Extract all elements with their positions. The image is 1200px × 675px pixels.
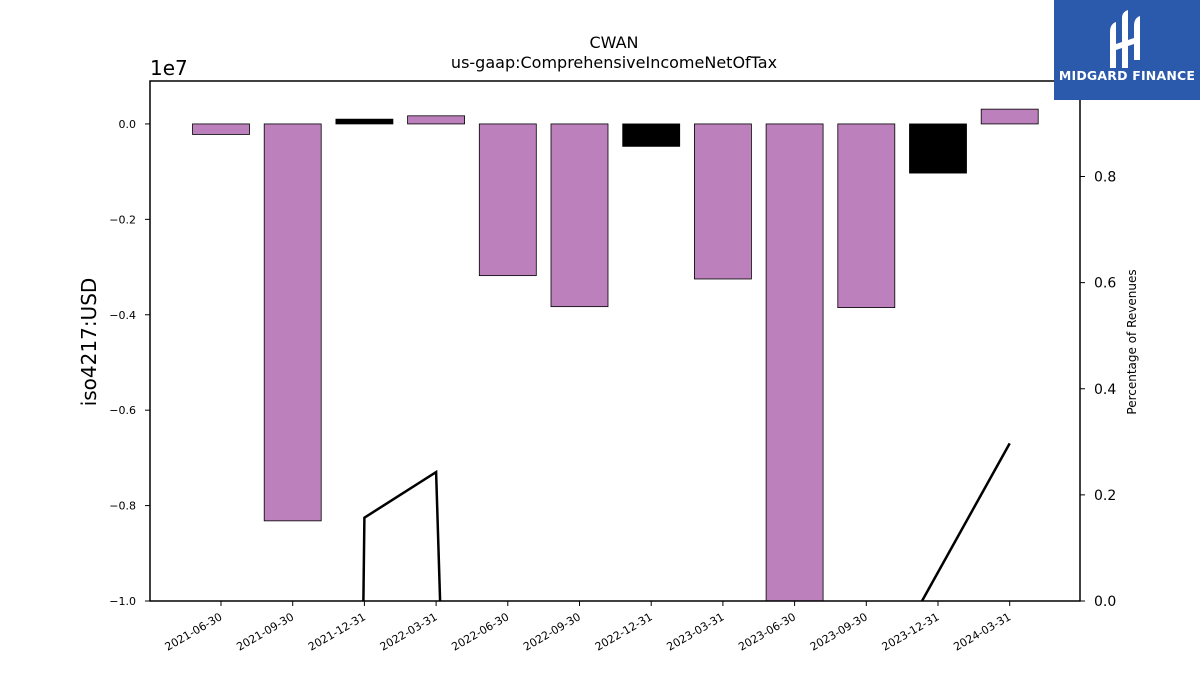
plot-frame xyxy=(149,80,1081,602)
x-tick-label: 2022-06-30 xyxy=(449,610,511,653)
bar-2023-06-30 xyxy=(765,123,824,602)
x-tick-label: 2023-03-31 xyxy=(665,610,727,653)
bar-2024-03-31 xyxy=(980,108,1039,125)
y2-tick-label: 0.4 xyxy=(1094,382,1116,398)
y-axis-label: iso4217:USD xyxy=(77,278,101,407)
chart-title: CWAN xyxy=(589,33,638,52)
bar-2022-06-30 xyxy=(478,123,537,277)
x-tick-label: 2022-03-31 xyxy=(378,610,440,653)
bar-2021-09-30 xyxy=(263,123,322,522)
bar-2023-09-30 xyxy=(837,123,896,309)
x-tick-label: 2022-09-30 xyxy=(521,610,583,653)
y2-tick-label: 0.6 xyxy=(1094,276,1116,292)
bar-2022-03-31 xyxy=(407,115,466,125)
y-tick-label: −0.6 xyxy=(109,404,136,417)
y-offset-text: 1e7 xyxy=(150,56,188,80)
y-tick-label: −0.2 xyxy=(109,213,136,226)
line-group xyxy=(362,442,1011,602)
y-tick-label: −1.0 xyxy=(109,595,136,608)
y2-tick-label: 0.8 xyxy=(1094,170,1116,186)
x-tick-label: 2024-03-31 xyxy=(951,610,1013,653)
x-tick-label: 2021-12-31 xyxy=(306,610,368,653)
logo: MIDGARD FINANCE xyxy=(1054,0,1200,100)
logo-text: MIDGARD FINANCE xyxy=(1058,68,1196,83)
bars-group xyxy=(192,108,1039,602)
x-tick-label: 2022-12-31 xyxy=(593,610,655,653)
bar-2021-12-31 xyxy=(335,118,394,125)
x-tick-label: 2023-09-30 xyxy=(808,610,870,653)
y2-ticks: 0.0 0.2 0.4 0.6 0.8 xyxy=(1080,170,1116,610)
y2-tick-label: 0.0 xyxy=(1094,594,1116,610)
y-tick-label: −0.4 xyxy=(109,309,136,322)
bar-2022-12-31 xyxy=(622,123,681,147)
line-segment-1 xyxy=(920,442,1011,602)
bar-2021-06-30 xyxy=(192,123,250,135)
x-tick-label: 2023-06-30 xyxy=(736,610,798,653)
x-tick-label: 2021-06-30 xyxy=(163,610,225,653)
bar-2023-03-31 xyxy=(694,123,752,280)
y-ticks: 0.0 −0.2 −0.4 −0.6 −0.8 −1.0 xyxy=(109,118,150,608)
chart-subtitle: us-gaap:ComprehensiveIncomeNetOfTax xyxy=(451,53,777,72)
midgard-logo-icon xyxy=(1110,10,1140,68)
line-segment-0 xyxy=(362,469,442,602)
x-tick-label: 2021-09-30 xyxy=(234,610,296,653)
x-ticks: 2021-06-30 2021-09-30 2021-12-31 2022-03-31… xyxy=(163,601,1013,654)
y-tick-label: 0.0 xyxy=(119,118,137,131)
y-tick-label: −0.8 xyxy=(109,500,136,513)
bar-2022-09-30 xyxy=(550,123,609,308)
bar-2023-12-31 xyxy=(909,123,967,174)
y2-axis-label: Percentage of Revenues xyxy=(1125,269,1139,414)
y2-tick-label: 0.2 xyxy=(1094,488,1116,504)
x-tick-label: 2023-12-31 xyxy=(880,610,942,653)
